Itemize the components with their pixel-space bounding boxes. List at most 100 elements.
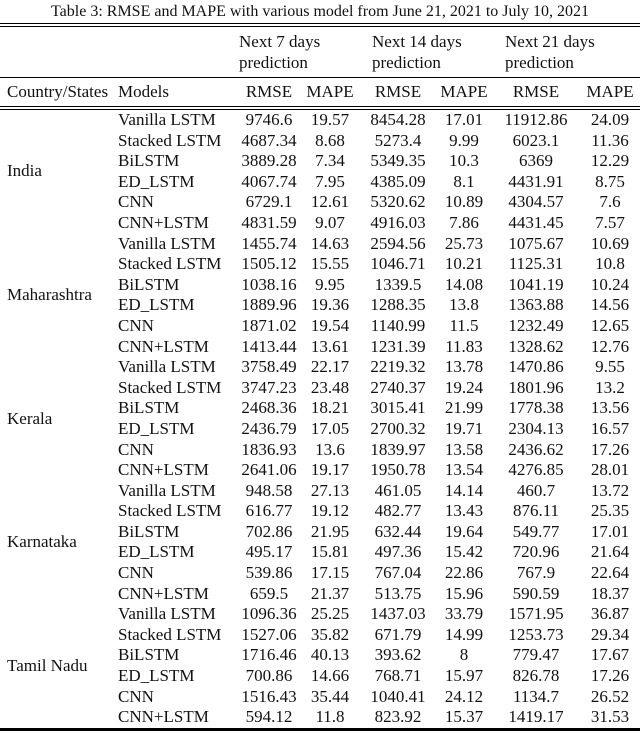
value-cell: 8 — [459, 645, 469, 665]
value-cell: 1950.78 — [370, 460, 426, 480]
group-header-next-7-days: Next 7 days prediction — [238, 25, 360, 78]
value-cell: 1096.36 — [241, 604, 297, 624]
value-cell: 1413.44 — [241, 336, 297, 356]
value-cell: 13.8 — [449, 295, 479, 315]
value-cell: 19.36 — [310, 295, 350, 315]
value-cell: 25.35 — [590, 501, 630, 521]
table-row: Tamil Nadu Vanilla LSTM 1096.36 25.25 1437.0… — [0, 604, 640, 674]
value-cell: 28.01 — [590, 460, 630, 480]
value-cell: 2436.62 — [508, 439, 564, 459]
value-cell: 594.12 — [245, 707, 293, 727]
value-cell: 1363.88 — [508, 295, 564, 315]
value-cell: 19.17 — [310, 460, 350, 480]
table-row: CNN+LSTM 2641.06 19.17 1950.78 13.54 4276.85 2… — [0, 460, 640, 481]
col-header-mape-7: MAPE — [300, 77, 360, 110]
model-cell: Stacked LSTM — [118, 130, 222, 150]
value-cell: 393.62 — [374, 645, 422, 665]
col-header-rmse-21: RMSE — [492, 77, 580, 110]
value-cell: 495.17 — [245, 542, 293, 562]
value-cell: 7.57 — [595, 212, 625, 232]
value-cell: 4304.57 — [508, 192, 564, 212]
model-cell: CNN+LSTM — [118, 460, 209, 480]
region-cell: Tamil Nadu — [7, 655, 88, 675]
value-cell: 6369 — [519, 151, 553, 171]
value-cell: 9.95 — [315, 274, 345, 294]
value-cell: 7.6 — [599, 192, 621, 212]
table-row: CNN+LSTM 594.12 11.8 823.92 15.37 1419.17 31.5… — [0, 707, 640, 729]
value-cell: 2700.32 — [370, 418, 426, 438]
table-row: BiLSTM 3889.28 7.34 5349.35 10.3 6369 12.29 — [0, 151, 640, 172]
value-cell: 10.24 — [590, 274, 630, 294]
value-cell: 25.73 — [444, 233, 484, 253]
value-cell: 15.37 — [444, 707, 484, 727]
model-cell: Vanilla LSTM — [118, 357, 216, 377]
value-cell: 17.15 — [310, 563, 350, 583]
value-cell: 23.48 — [310, 377, 350, 397]
value-cell: 13.78 — [444, 357, 484, 377]
value-cell: 9.07 — [315, 212, 345, 232]
model-cell: BiLSTM — [118, 274, 180, 294]
value-cell: 497.36 — [374, 542, 422, 562]
model-cell: CNN — [118, 439, 154, 459]
model-cell: ED_LSTM — [118, 418, 195, 438]
value-cell: 6729.1 — [245, 192, 293, 212]
value-cell: 2594.56 — [370, 233, 426, 253]
value-cell: 11912.86 — [504, 110, 568, 129]
value-cell: 1778.38 — [508, 398, 564, 418]
table-row: BiLSTM 1038.16 9.95 1339.5 14.08 1041.19 10.24 — [0, 275, 640, 296]
model-cell: Vanilla LSTM — [118, 604, 216, 624]
region-cell: India — [7, 161, 42, 181]
value-cell: 16.57 — [590, 418, 630, 438]
col-header-rmse-14: RMSE — [360, 77, 436, 110]
value-cell: 15.96 — [444, 583, 484, 603]
value-cell: 826.78 — [512, 666, 560, 686]
value-cell: 19.57 — [310, 110, 350, 129]
value-cell: 14.08 — [444, 274, 484, 294]
value-cell: 4431.45 — [508, 212, 564, 232]
value-cell: 5273.4 — [374, 130, 422, 150]
value-cell: 21.37 — [310, 583, 350, 603]
value-cell: 1839.97 — [370, 439, 426, 459]
column-header-row: Country/States Models RMSE MAPE RMSE MAP… — [0, 77, 640, 110]
value-cell: 26.52 — [590, 686, 630, 706]
value-cell: 3015.41 — [370, 398, 426, 418]
value-cell: 1801.96 — [508, 377, 564, 397]
model-cell: CNN — [118, 563, 154, 583]
table-row: CNN 1516.43 35.44 1040.41 24.12 1134.7 26.52 — [0, 687, 640, 708]
value-cell: 11.83 — [445, 336, 483, 356]
value-cell: 1134.7 — [512, 686, 560, 706]
table-row: ED_LSTM 2436.79 17.05 2700.32 19.71 2304.13 16… — [0, 419, 640, 440]
value-cell: 4431.91 — [508, 171, 564, 191]
value-cell: 15.55 — [310, 254, 350, 274]
value-cell: 17.26 — [590, 439, 630, 459]
table-row: Kerala Vanilla LSTM 3758.49 22.17 2219.32 13.… — [0, 357, 640, 427]
model-cell: CNN — [118, 315, 154, 335]
value-cell: 659.5 — [249, 583, 289, 603]
table-row: BiLSTM 2468.36 18.21 3015.41 21.99 1778.38 13.… — [0, 398, 640, 419]
value-cell: 8454.28 — [370, 110, 426, 129]
table-row: CNN+LSTM 4831.59 9.07 4916.03 7.86 4431.45 7.5… — [0, 213, 640, 234]
model-cell: ED_LSTM — [118, 542, 195, 562]
group-header-row: Next 7 days prediction Next 14 days pred… — [0, 25, 640, 78]
value-cell: 13.58 — [444, 439, 484, 459]
model-cell: ED_LSTM — [118, 295, 195, 315]
value-cell: 482.77 — [374, 501, 422, 521]
value-cell: 12.65 — [590, 315, 630, 335]
value-cell: 4687.34 — [241, 130, 297, 150]
group-header-label: Next 21 days prediction — [505, 32, 595, 72]
value-cell: 17.01 — [444, 110, 484, 129]
table-row: CNN 6729.1 12.61 5320.62 10.89 4304.57 7.6 — [0, 192, 640, 213]
value-cell: 2219.32 — [370, 357, 426, 377]
value-cell: 18.37 — [590, 583, 630, 603]
value-cell: 1527.06 — [241, 624, 297, 644]
value-cell: 8.1 — [453, 171, 475, 191]
group-header-next-21-days: Next 21 days prediction — [492, 25, 640, 78]
table-row: Stacked LSTM 4687.34 8.68 5273.4 9.99 6023.1 1… — [0, 131, 640, 152]
table-head: Next 7 days prediction Next 14 days pred… — [0, 25, 640, 110]
value-cell: 10.21 — [444, 254, 484, 274]
value-cell: 632.44 — [374, 521, 422, 541]
model-cell: ED_LSTM — [118, 666, 195, 686]
value-cell: 21.99 — [444, 398, 484, 418]
value-cell: 13.2 — [595, 377, 625, 397]
